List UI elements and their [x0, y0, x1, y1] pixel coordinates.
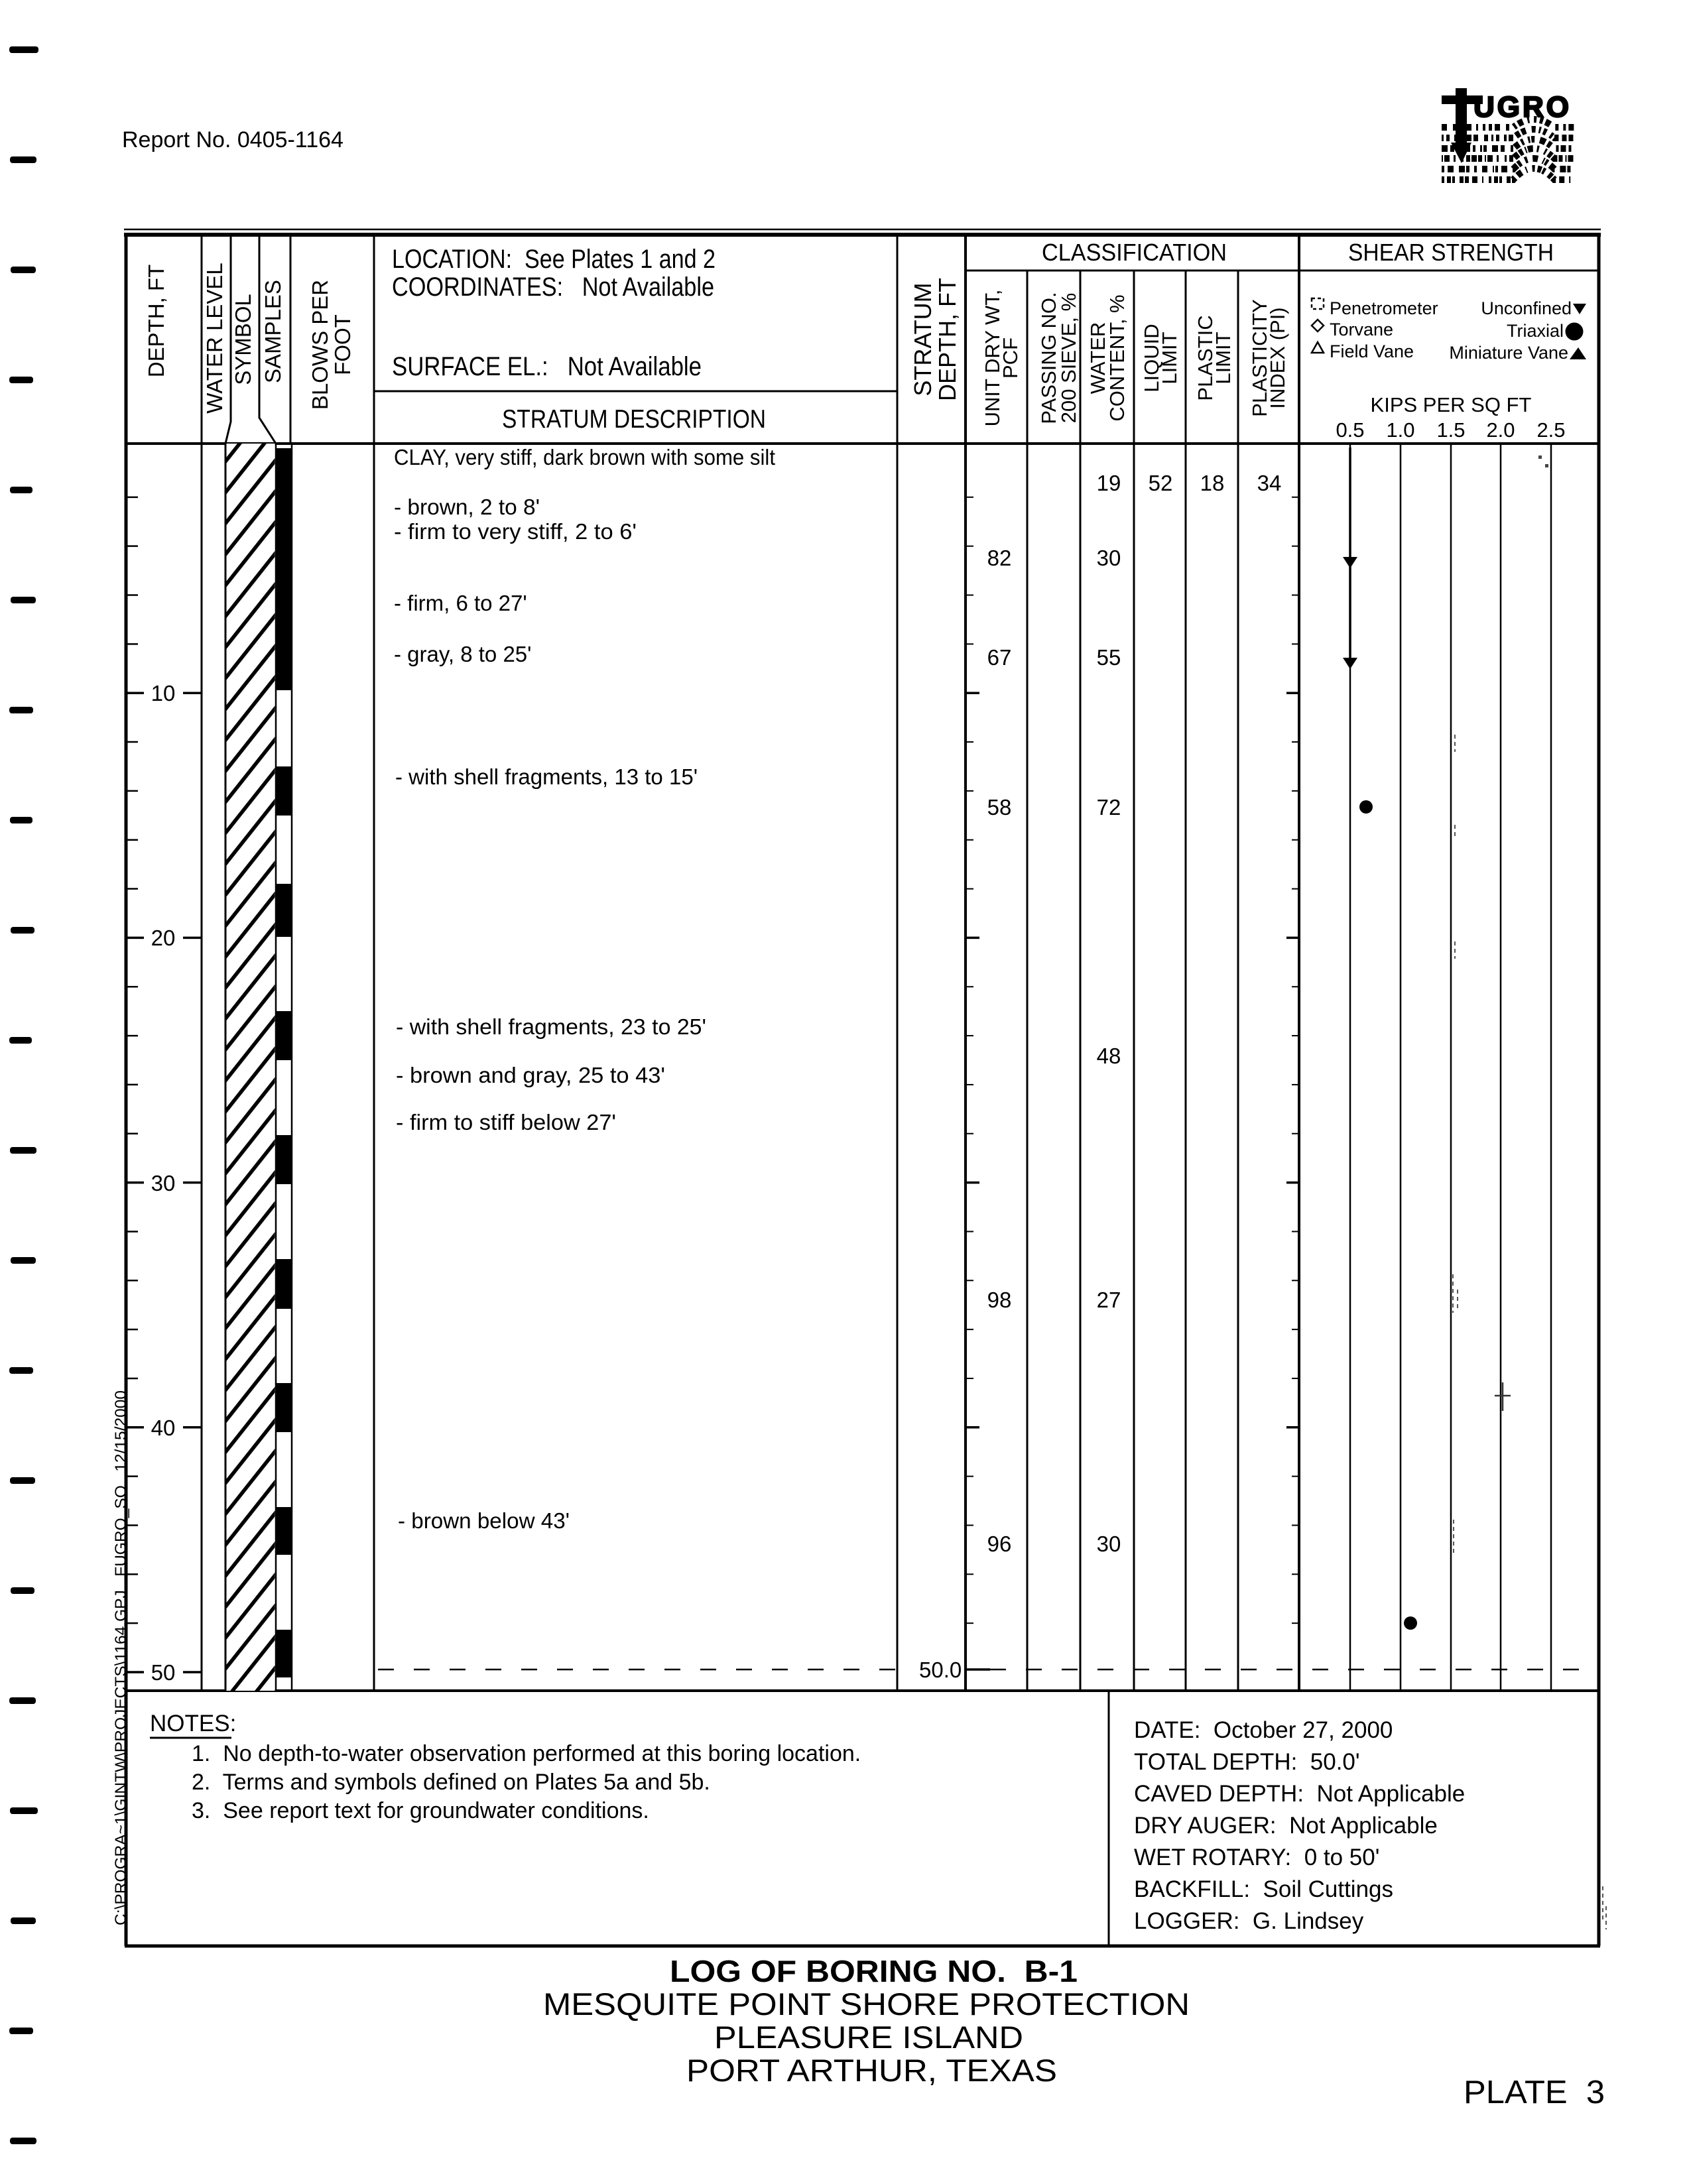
svg-text:UGRO: UGRO — [1473, 91, 1572, 123]
svg-text:52: 52 — [1149, 471, 1173, 495]
svg-text:INDEX (PI): INDEX (PI) — [1266, 307, 1289, 408]
svg-text:BLOWS PER: BLOWS PER — [308, 280, 332, 410]
svg-text:FOOT: FOOT — [330, 314, 355, 375]
svg-text:82: 82 — [987, 546, 1012, 570]
svg-text:3. See report text for ground: 3. See report text for groundwater condi… — [192, 1798, 649, 1823]
svg-text:34: 34 — [1257, 471, 1282, 495]
svg-text:KIPS PER SQ FT: KIPS PER SQ FT — [1371, 393, 1532, 416]
svg-text:LIMIT: LIMIT — [1158, 332, 1181, 384]
svg-text:1.5: 1.5 — [1436, 418, 1465, 442]
svg-text:- brown and gray, 25 to 43': - brown and gray, 25 to 43' — [396, 1063, 665, 1087]
svg-text:58: 58 — [987, 795, 1012, 819]
svg-text:- firm to stiff below 27': - firm to stiff below 27' — [396, 1110, 616, 1134]
svg-text:19: 19 — [1097, 471, 1121, 495]
svg-text:Miniature Vane: Miniature Vane — [1449, 343, 1568, 363]
svg-text:200 SIEVE, %: 200 SIEVE, % — [1057, 293, 1080, 423]
svg-text:SURFACE EL.: Not Available: SURFACE EL.: Not Available — [392, 352, 702, 381]
svg-text:48: 48 — [1097, 1044, 1121, 1068]
svg-text:SAMPLES: SAMPLES — [261, 280, 285, 383]
svg-text:- with shell fragments, 23 to: - with shell fragments, 23 to 25' — [396, 1014, 706, 1039]
svg-text:PLASTIC: PLASTIC — [1194, 315, 1217, 400]
svg-text:TOTAL DEPTH: 50.0': TOTAL DEPTH: 50.0' — [1134, 1749, 1360, 1775]
svg-text:LIQUID: LIQUID — [1140, 324, 1163, 392]
svg-text:PLASTICITY: PLASTICITY — [1248, 299, 1271, 416]
svg-text:96: 96 — [987, 1532, 1012, 1556]
svg-text:PLEASURE ISLAND: PLEASURE ISLAND — [714, 2020, 1023, 2055]
svg-text:30: 30 — [1097, 1532, 1121, 1556]
svg-text:DRY AUGER: Not Applicable: DRY AUGER: Not Applicable — [1134, 1813, 1438, 1839]
svg-text:LOG OF BORING NO. B-1: LOG OF BORING NO. B-1 — [670, 1954, 1078, 1988]
svg-text:- brown below 43': - brown below 43' — [398, 1508, 570, 1533]
svg-text:MESQUITE POINT SHORE PROTECTIO: MESQUITE POINT SHORE PROTECTION — [543, 1986, 1190, 2022]
svg-text:Unconfined: Unconfined — [1481, 298, 1572, 318]
svg-text:Report No. 0405-1164: Report No. 0405-1164 — [122, 127, 344, 152]
svg-text:PASSING NO.: PASSING NO. — [1037, 292, 1060, 424]
svg-text:30: 30 — [151, 1171, 176, 1195]
svg-text:WET ROTARY: 0 to 50': WET ROTARY: 0 to 50' — [1134, 1845, 1379, 1870]
svg-text:2. Terms and symbols defined: 2. Terms and symbols defined on Plates 5… — [192, 1770, 710, 1795]
svg-text:50: 50 — [151, 1660, 176, 1685]
svg-text:WATER LEVEL: WATER LEVEL — [202, 263, 227, 413]
svg-text:SHEAR STRENGTH: SHEAR STRENGTH — [1348, 239, 1554, 266]
svg-text:Field Vane: Field Vane — [1330, 341, 1414, 361]
svg-text:2.5: 2.5 — [1536, 418, 1565, 442]
svg-text:30: 30 — [1097, 546, 1121, 570]
svg-text:- firm, 6 to 27': - firm, 6 to 27' — [394, 591, 527, 615]
svg-text:NOTES:: NOTES: — [150, 1711, 236, 1736]
svg-text:2.0: 2.0 — [1486, 418, 1515, 442]
svg-text:72: 72 — [1097, 795, 1121, 819]
svg-text:67: 67 — [987, 645, 1012, 670]
svg-text:SYMBOL: SYMBOL — [231, 294, 255, 385]
svg-text:CONTENT, %: CONTENT, % — [1105, 294, 1129, 421]
svg-text:UNIT DRY WT,: UNIT DRY WT, — [981, 290, 1004, 427]
svg-text:- gray, 8 to 25': - gray, 8 to 25' — [394, 642, 531, 666]
svg-text:- brown, 2 to 8': - brown, 2 to 8' — [394, 495, 540, 519]
svg-text:1. No depth-to-water observat: 1. No depth-to-water observation perform… — [192, 1741, 861, 1766]
svg-text:18: 18 — [1200, 471, 1225, 495]
svg-text:LIMIT: LIMIT — [1212, 332, 1235, 384]
svg-text:98: 98 — [987, 1288, 1012, 1312]
svg-text:WATER: WATER — [1086, 322, 1109, 394]
svg-text:LOGGER: G. Lindsey: LOGGER: G. Lindsey — [1134, 1908, 1364, 1934]
svg-text:COORDINATES: Not Available: COORDINATES: Not Available — [392, 273, 714, 302]
svg-text:20: 20 — [151, 926, 176, 950]
svg-text:0.5: 0.5 — [1336, 418, 1364, 442]
svg-text:LOCATION: See Plates 1 and 2: LOCATION: See Plates 1 and 2 — [392, 245, 716, 274]
svg-text:C:\PROGRA~1\GINTW\PROJECTS\116: C:\PROGRA~1\GINTW\PROJECTS\1164.GPJ FUGR… — [112, 1390, 130, 1925]
svg-text:55: 55 — [1097, 645, 1121, 670]
svg-text:PORT ARTHUR, TEXAS: PORT ARTHUR, TEXAS — [686, 2053, 1057, 2088]
svg-text:Triaxial: Triaxial — [1507, 321, 1564, 341]
svg-text:PLATE 3: PLATE 3 — [1464, 2075, 1605, 2110]
svg-text:PCF: PCF — [999, 337, 1022, 379]
svg-text:10: 10 — [151, 681, 176, 705]
svg-text:DEPTH, FT: DEPTH, FT — [144, 265, 168, 378]
svg-text:40: 40 — [151, 1416, 176, 1440]
svg-text:27: 27 — [1097, 1288, 1121, 1312]
svg-text:1.0: 1.0 — [1386, 418, 1414, 442]
svg-text:50.0: 50.0 — [919, 1658, 962, 1682]
svg-text:BACKFILL: Soil Cuttings: BACKFILL: Soil Cuttings — [1134, 1876, 1393, 1902]
svg-text:CLASSIFICATION: CLASSIFICATION — [1042, 239, 1227, 266]
svg-text:DATE: October 27, 2000: DATE: October 27, 2000 — [1134, 1717, 1393, 1743]
svg-text:DEPTH, FT: DEPTH, FT — [934, 278, 961, 401]
svg-text:STRATUM: STRATUM — [909, 282, 936, 396]
svg-text:Torvane: Torvane — [1330, 320, 1393, 339]
svg-text:CLAY, very stiff, dark brown w: CLAY, very stiff, dark brown with some s… — [394, 445, 775, 469]
svg-text:- with shell fragments, 13 to: - with shell fragments, 13 to 15' — [395, 764, 698, 789]
svg-text:- firm to very stiff, 2 to 6': - firm to very stiff, 2 to 6' — [394, 519, 637, 544]
svg-text:STRATUM DESCRIPTION: STRATUM DESCRIPTION — [502, 405, 766, 434]
svg-text:CAVED DEPTH: Not Applicable: CAVED DEPTH: Not Applicable — [1134, 1781, 1465, 1807]
svg-text:Penetrometer: Penetrometer — [1330, 298, 1438, 318]
